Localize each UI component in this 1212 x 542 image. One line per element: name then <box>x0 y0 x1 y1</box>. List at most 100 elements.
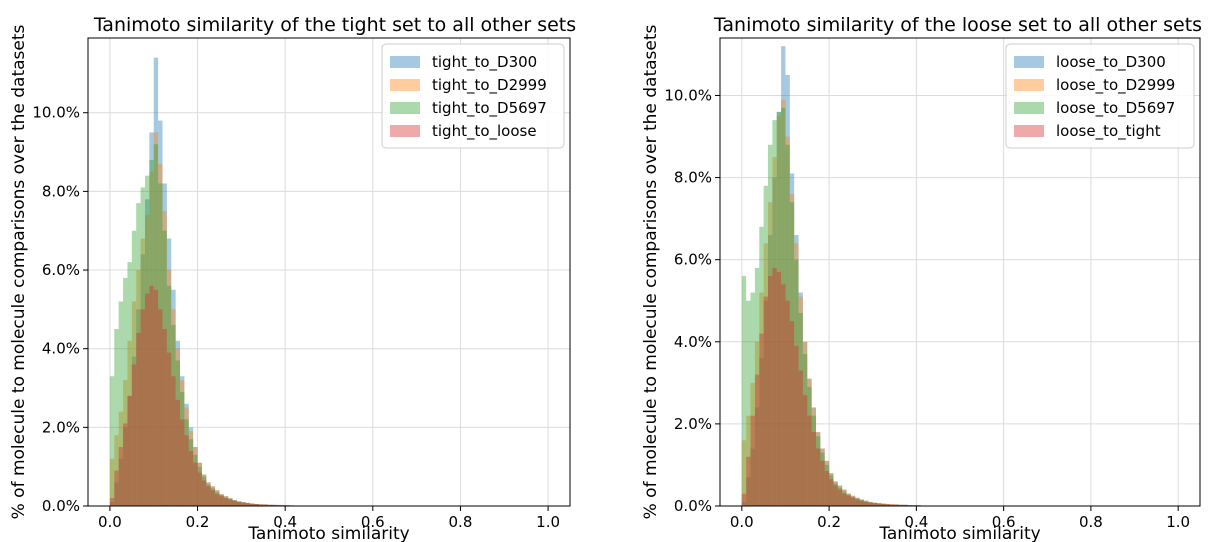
histogram-bar <box>136 203 141 507</box>
histogram-bar <box>864 500 869 506</box>
histogram-bar <box>833 481 838 506</box>
histogram-bar <box>232 500 237 506</box>
histogram-bar <box>193 462 198 506</box>
histogram-bar <box>149 132 154 507</box>
histogram-bar <box>885 503 891 506</box>
histogram-bar <box>768 235 773 507</box>
histogram-bar <box>820 460 825 506</box>
histogram-bar <box>741 501 747 506</box>
histogram-bar <box>162 183 167 506</box>
histogram-bar <box>131 301 137 506</box>
histogram-bar <box>223 496 229 506</box>
histogram-bar <box>166 352 172 506</box>
histogram-bar <box>254 504 259 506</box>
histogram-bar <box>201 480 207 506</box>
y-tick-label: 6.0% <box>674 251 712 269</box>
y-axis-label: % of molecule to molecule comparisons ov… <box>9 24 29 519</box>
histogram-bar <box>171 325 176 506</box>
histogram-bar <box>123 277 128 506</box>
histogram-bar <box>850 495 856 506</box>
histogram-bar <box>114 470 119 506</box>
histogram-bar <box>206 486 211 506</box>
histogram-bar <box>263 504 268 506</box>
histogram-bar <box>789 321 795 506</box>
histogram-bar <box>158 120 163 507</box>
histogram-bar <box>175 340 181 506</box>
histogram-bar <box>114 435 119 506</box>
histogram-bar <box>824 464 830 506</box>
series-tight_to_D2999 <box>109 132 329 507</box>
histogram-bar <box>833 483 838 506</box>
histogram-bar <box>859 499 864 506</box>
y-tick-label: 10.0% <box>664 86 712 104</box>
histogram-bar <box>859 499 864 506</box>
histogram-bar <box>153 132 159 507</box>
histogram-bar <box>750 292 755 506</box>
histogram-bar <box>109 498 115 506</box>
histogram-bar <box>829 473 834 506</box>
histogram-bar <box>903 504 908 506</box>
histogram-bar <box>193 454 198 506</box>
histogram-bar <box>184 419 189 506</box>
histogram-bar <box>228 499 233 506</box>
histogram-bar <box>153 144 159 506</box>
histogram-bar <box>118 301 124 506</box>
histogram-bar <box>118 447 124 506</box>
series-tight_to_D300 <box>109 57 329 507</box>
chart-panel-tight: Tanimoto similarity of the tight set to … <box>9 14 576 542</box>
legend-label: tight_to_loose <box>432 122 537 141</box>
histogram-bar <box>162 211 167 506</box>
legend-box <box>381 43 565 149</box>
histogram-bar <box>754 267 760 506</box>
y-tick-label: 2.0% <box>42 418 80 436</box>
histogram-bar <box>798 296 803 506</box>
histogram-bar <box>245 502 251 506</box>
histogram-bar <box>881 503 886 506</box>
histogram-bar <box>258 504 264 506</box>
histogram-bar <box>114 329 119 506</box>
histogram-bar <box>228 498 233 506</box>
histogram-bar <box>149 171 154 506</box>
histogram-bar <box>785 144 790 506</box>
plot-frame <box>719 37 1201 507</box>
series-loose_to_tight <box>741 267 960 506</box>
histogram-bar <box>829 475 834 506</box>
legend-label: loose_to_D2999 <box>1056 76 1175 95</box>
histogram-bar <box>898 504 904 506</box>
histogram-bar <box>254 504 259 506</box>
histogram-bar <box>772 120 777 507</box>
histogram-bar <box>263 504 268 506</box>
histogram-bar <box>781 46 786 507</box>
histogram-bar <box>811 407 816 506</box>
histogram-bar <box>855 499 860 506</box>
histogram-bar <box>754 341 760 506</box>
histogram-bar <box>894 504 899 506</box>
histogram-bar <box>250 503 255 506</box>
histogram-bar <box>197 462 202 506</box>
histogram-bar <box>802 341 808 506</box>
histogram-bar <box>820 448 825 506</box>
x-tick-label: 0.0 <box>730 513 754 531</box>
histogram-bar <box>114 482 119 506</box>
histogram-bar <box>180 376 185 506</box>
histogram-bar <box>131 356 137 506</box>
legend: tight_to_D300 tight_to_D2999 tight_to_D569… <box>381 43 565 149</box>
x-tick-label: 1.0 <box>536 513 560 531</box>
histogram-bar <box>263 504 268 506</box>
histogram-bar <box>219 496 224 506</box>
legend-swatch <box>390 79 420 91</box>
histogram-bar <box>136 332 141 506</box>
histogram-bar <box>197 462 202 506</box>
histogram-bar <box>816 436 821 506</box>
y-tick-label: 8.0% <box>42 182 80 200</box>
histogram-bar <box>781 99 786 506</box>
y-axis-ticks: 0.0% 2.0% 4.0% 6.0% 8.0% 10.0% <box>32 104 88 515</box>
histogram-bar <box>123 380 128 506</box>
x-axis-label: Tanimoto similarity <box>247 524 409 542</box>
legend-label: loose_to_D5697 <box>1056 99 1175 118</box>
histogram-bar <box>215 494 220 506</box>
histogram-bar <box>824 471 830 506</box>
histogram-bar <box>258 504 264 506</box>
histogram-bar <box>746 300 751 506</box>
histogram-bar <box>171 376 176 506</box>
